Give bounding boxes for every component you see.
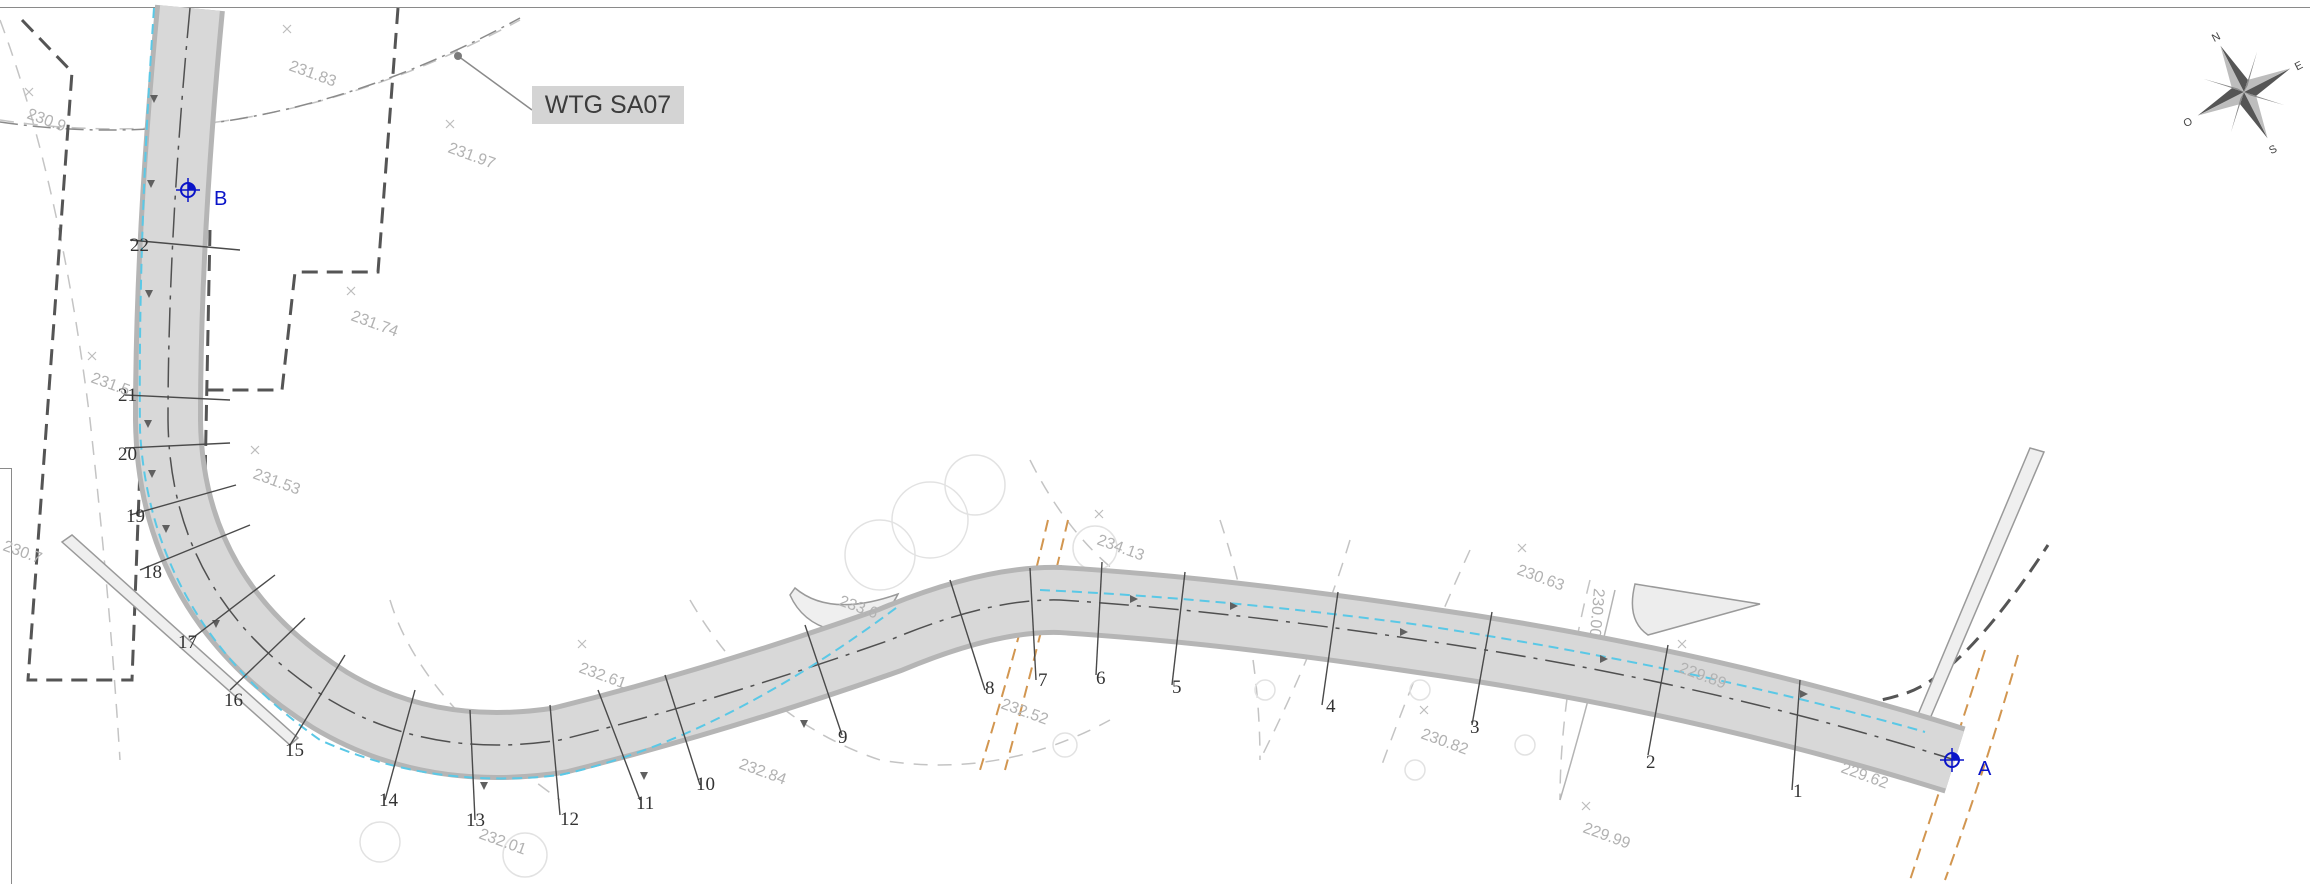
sheet-frame-fragment xyxy=(0,468,12,884)
station-label-19: 19 xyxy=(126,506,145,527)
cross-section-lines xyxy=(124,239,1801,821)
spot-height-18: 230.7 xyxy=(1,538,45,568)
road-centerline xyxy=(167,7,1956,761)
station-label-11: 11 xyxy=(636,793,654,814)
spot-height-13: 230.63 xyxy=(1515,562,1567,595)
station-label-14: 14 xyxy=(379,790,399,811)
station-label-9: 9 xyxy=(838,727,848,748)
spot-height-14: 230.82 xyxy=(1419,726,1471,759)
station-label-4: 4 xyxy=(1326,696,1336,717)
spot-height-5: 231.5 xyxy=(89,370,133,400)
station-label-8: 8 xyxy=(985,678,995,699)
station-label-12: 12 xyxy=(560,809,579,830)
sheet-top-border xyxy=(0,7,2310,8)
contour-label: 230.00 xyxy=(1586,588,1607,638)
spot-height-6: 231.53 xyxy=(251,466,303,499)
road-surface xyxy=(137,5,1964,789)
station-label-16: 16 xyxy=(224,690,243,711)
point-a-label: A xyxy=(1978,758,1992,780)
point-b: B xyxy=(176,178,227,210)
spot-height-16: 229.99 xyxy=(1581,820,1633,853)
point-a: A xyxy=(1940,748,1992,780)
turbine-leader-line xyxy=(457,55,533,111)
station-label-17: 17 xyxy=(178,632,197,653)
station-label-10: 10 xyxy=(696,774,715,795)
spot-height-3: 231.97 xyxy=(446,140,498,173)
drainage-ditch xyxy=(138,7,1926,780)
station-label-13: 13 xyxy=(466,810,485,831)
turbine-radius-arc xyxy=(0,17,521,131)
compass-o: O xyxy=(2182,115,2195,130)
compass-e: E xyxy=(2293,59,2305,73)
station-label-6: 6 xyxy=(1096,668,1106,689)
station-labels: 1 2 3 4 5 6 7 8 9 10 11 12 13 14 15 16 1… xyxy=(118,235,1803,831)
station-label-18: 18 xyxy=(143,562,162,583)
station-label-21: 21 xyxy=(118,385,137,406)
spot-height-1: 231.83 xyxy=(287,58,339,91)
north-arrow-icon: N E S O xyxy=(2182,30,2305,157)
station-label-20: 20 xyxy=(118,444,137,465)
station-label-1: 1 xyxy=(1793,781,1803,802)
compass-s: S xyxy=(2267,143,2279,157)
road-shoulder xyxy=(132,4,1966,794)
station-label-5: 5 xyxy=(1172,677,1182,698)
turbine-label: WTG SA07 xyxy=(532,86,684,124)
compass-n: N xyxy=(2210,30,2223,44)
spot-height-11: 232.52 xyxy=(999,696,1051,729)
station-label-3: 3 xyxy=(1470,717,1480,738)
flow-arrows xyxy=(144,95,1808,790)
spot-height-2: 230.9 xyxy=(25,106,69,136)
spot-height-4: 231.74 xyxy=(349,308,401,341)
station-label-22: 22 xyxy=(130,235,149,256)
station-label-2: 2 xyxy=(1646,752,1656,773)
spot-height-8: 232.84 xyxy=(737,756,789,789)
station-label-15: 15 xyxy=(285,740,304,761)
spot-height-7: 232.61 xyxy=(577,660,629,693)
turbine-center-point xyxy=(454,52,462,60)
station-label-7: 7 xyxy=(1038,670,1048,691)
point-b-label: B xyxy=(214,188,227,210)
